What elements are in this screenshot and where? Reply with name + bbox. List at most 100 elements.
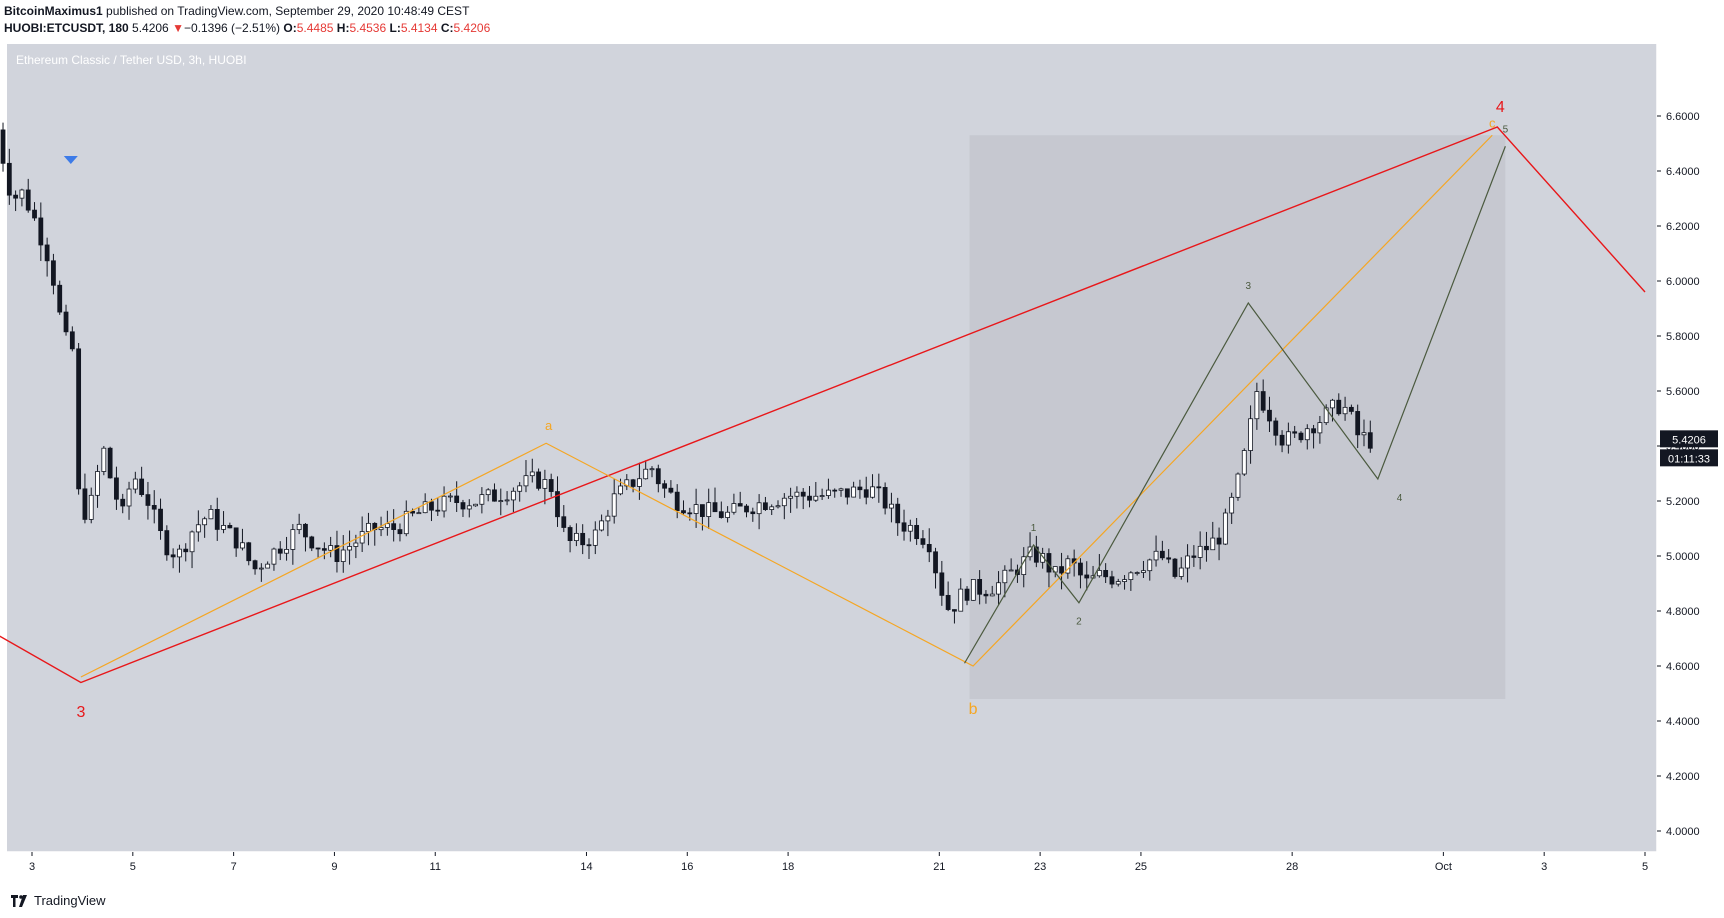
price-tick-label: 5.6000: [1666, 386, 1700, 398]
candle-body: [901, 522, 907, 532]
candle-body: [573, 532, 579, 542]
candle: [712, 487, 718, 513]
candle-body: [536, 471, 541, 489]
price-tick-label: 4.0000: [1666, 826, 1700, 838]
candle-body: [410, 510, 415, 514]
candle: [668, 480, 674, 494]
candle: [548, 473, 554, 497]
author-name[interactable]: BitcoinMaximus1: [4, 4, 103, 18]
candle-body: [1185, 555, 1190, 569]
orange-wave-line: [80, 134, 1493, 678]
ohlc-line: HUOBI:ETCUSDT, 180 5.4206 ▼−0.1396 (−2.5…: [4, 20, 490, 37]
candle-body: [6, 162, 12, 196]
candle-body: [914, 524, 920, 540]
candle-body: [391, 523, 397, 530]
candle: [227, 522, 233, 529]
candle-body: [114, 477, 119, 500]
candle-body: [668, 487, 674, 493]
close-label: C:: [440, 21, 454, 35]
candle: [674, 484, 680, 519]
highlight-box: [969, 135, 1506, 699]
candle: [296, 513, 302, 535]
candle: [340, 535, 346, 573]
candle-body: [1128, 572, 1134, 580]
candle-body: [945, 594, 951, 610]
tradingview-footer[interactable]: TradingView: [10, 893, 106, 908]
candle-body: [82, 488, 88, 520]
candle-body: [1298, 432, 1304, 441]
candle: [1267, 396, 1272, 433]
candle: [1285, 422, 1291, 454]
price-tick-label: 5.2000: [1666, 496, 1700, 508]
candle: [1115, 578, 1121, 587]
candle: [1040, 547, 1046, 569]
candle: [813, 481, 819, 502]
candle-body: [151, 505, 157, 510]
candle-body: [1033, 546, 1039, 563]
candle-body: [517, 485, 523, 492]
candle: [989, 585, 995, 597]
candle-body: [366, 522, 371, 532]
price-axis[interactable]: 4.0000 4.2000 4.4000 4.6000 4.8000 5.0000 5.20…: [1657, 111, 1700, 838]
candle-body: [750, 511, 756, 515]
candle-body: [1178, 567, 1184, 577]
candle: [479, 487, 485, 514]
price-tick-label: 4.8000: [1666, 606, 1700, 618]
candle-body: [1254, 391, 1260, 420]
candle: [542, 469, 548, 505]
candle: [416, 507, 422, 515]
candle: [1222, 508, 1228, 546]
candle-body: [120, 498, 126, 507]
candle: [366, 512, 371, 546]
candle: [6, 148, 12, 205]
candle-body: [183, 548, 189, 553]
candle: [1210, 521, 1216, 551]
candle-body: [1096, 570, 1102, 577]
wave-labels-layer: 3 4 a b c 1 2 3 4 5: [76, 99, 1508, 721]
candle: [1128, 571, 1134, 591]
candle-body: [422, 501, 428, 514]
candle-body: [1210, 537, 1216, 551]
candle-body: [189, 531, 195, 553]
candle-body: [334, 545, 340, 562]
candle-body: [504, 499, 510, 502]
chart-header: BitcoinMaximus1 published on TradingView…: [4, 3, 490, 37]
candle-body: [756, 502, 762, 515]
candle: [573, 523, 579, 547]
candle: [851, 481, 857, 498]
candle: [907, 519, 913, 542]
candle: [1191, 545, 1197, 567]
candle-body: [69, 331, 75, 350]
candle-body: [529, 471, 535, 477]
candle-body: [775, 505, 781, 508]
candle-body: [145, 494, 151, 506]
candle: [794, 486, 800, 509]
candle-body: [1355, 411, 1361, 436]
candle: [983, 590, 989, 604]
candle: [88, 487, 94, 524]
time-tick-label: 18: [782, 861, 794, 873]
candle-body: [970, 579, 976, 601]
candle: [769, 504, 775, 516]
candle-body: [700, 504, 705, 517]
candle-body: [1317, 422, 1323, 434]
sell-marker-icon: [63, 156, 78, 164]
candle-body: [693, 504, 699, 514]
candle: [1311, 424, 1316, 449]
candle: [0, 122, 6, 172]
candle: [775, 500, 781, 509]
candle: [1134, 571, 1140, 576]
candle: [258, 563, 264, 582]
candle: [681, 500, 686, 515]
time-tick-label: 14: [580, 861, 592, 873]
time-axis[interactable]: 3 5 7 9 11 14 16 18 21 23 25 28 Oct 3 5: [29, 852, 1648, 873]
candle: [397, 523, 403, 542]
candle: [25, 178, 31, 213]
candle-body: [416, 512, 422, 515]
candle-body: [177, 548, 182, 558]
candle-body: [662, 483, 667, 489]
candle-body: [303, 523, 308, 538]
candle: [429, 498, 434, 522]
